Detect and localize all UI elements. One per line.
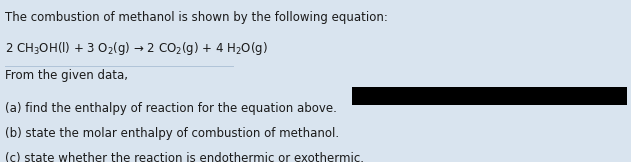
Text: 2 CH$_3$OH(l) + 3 O$_2$(g) → 2 CO$_2$(g) + 4 H$_2$O(g): 2 CH$_3$OH(l) + 3 O$_2$(g) → 2 CO$_2$(g)…	[5, 40, 268, 57]
Text: (b) state the molar enthalpy of combustion of methanol.: (b) state the molar enthalpy of combusti…	[5, 127, 339, 140]
Text: (c) state whether the reaction is endothermic or exothermic.: (c) state whether the reaction is endoth…	[5, 152, 364, 162]
Bar	[352, 87, 627, 105]
Text: The combustion of methanol is shown by the following equation:: The combustion of methanol is shown by t…	[5, 11, 388, 24]
Text: From the given data,: From the given data,	[5, 69, 128, 82]
Text: (a) find the enthalpy of reaction for the equation above.: (a) find the enthalpy of reaction for th…	[5, 102, 337, 115]
